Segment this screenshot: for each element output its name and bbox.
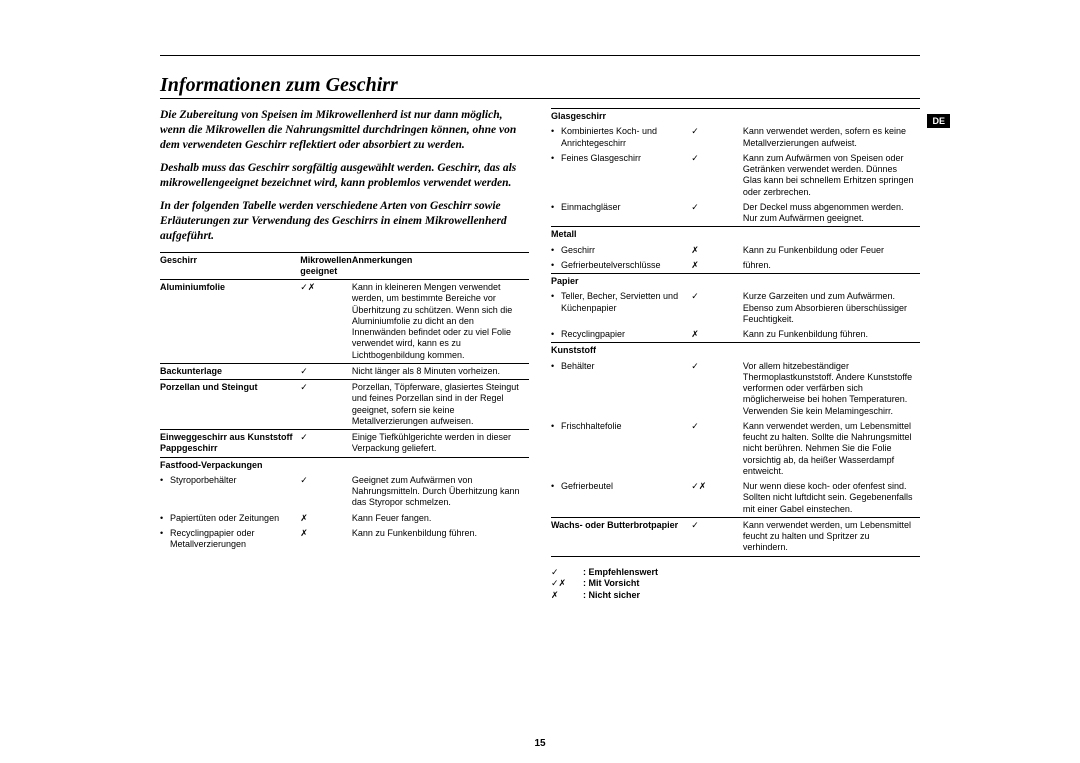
cookware-note: Kann verwendet werden, sofern es keine M…	[743, 124, 920, 151]
cookware-note	[743, 227, 920, 243]
cookware-name: Frischhaltefolie	[551, 419, 691, 479]
cookware-name: Papier	[551, 274, 691, 290]
cookware-symbol: ✓	[691, 151, 743, 200]
cookware-note	[743, 343, 920, 359]
legend-row: ✓✗ : Mit Vorsicht	[551, 578, 920, 589]
cookware-note: Kurze Garzeiten und zum Aufwärmen. Ebens…	[743, 289, 920, 327]
cookware-name: Backunterlage	[160, 363, 300, 379]
legend-label: : Empfehlenswert	[583, 567, 658, 578]
legend-symbol: ✓	[551, 567, 577, 578]
rule-top	[160, 55, 920, 56]
left-column: Die Zubereitung von Speisen im Mikrowell…	[160, 108, 529, 723]
cookware-symbol	[300, 457, 352, 473]
cookware-symbol: ✓	[691, 419, 743, 479]
cookware-name: Kombiniertes Koch- und Anrichtegeschirr	[551, 124, 691, 151]
intro-text: Die Zubereitung von Speisen im Mikrowell…	[160, 108, 529, 244]
cookware-symbol: ✓	[691, 200, 743, 227]
legend-label: : Mit Vorsicht	[583, 578, 639, 589]
cookware-note: Porzellan, Töpferware, glasiertes Steing…	[352, 380, 529, 430]
rule-under-title	[160, 98, 920, 99]
intro-p2: Deshalb muss das Geschirr sorgfältig aus…	[160, 161, 529, 191]
content-columns: Die Zubereitung von Speisen im Mikrowell…	[160, 108, 920, 723]
legend: ✓ : Empfehlenswert ✓✗ : Mit Vorsicht ✗ : Nich…	[551, 567, 920, 601]
cookware-name: Papiertüten oder Zeitungen	[160, 511, 300, 526]
cookware-name: Metall	[551, 227, 691, 243]
cookware-symbol: ✓	[300, 363, 352, 379]
cookware-name: Fastfood-Verpackungen	[160, 457, 300, 473]
cookware-symbol: ✓	[691, 359, 743, 419]
cookware-symbol: ✓	[691, 517, 743, 556]
cookware-note: Nicht länger als 8 Minuten vorheizen.	[352, 363, 529, 379]
intro-p1: Die Zubereitung von Speisen im Mikrowell…	[160, 108, 529, 153]
cookware-symbol: ✓✗	[300, 280, 352, 364]
cookware-name: Einweggeschirr aus Kunststoff Pappgeschi…	[160, 430, 300, 458]
cookware-note: Geeignet zum Aufwärmen von Nahrungsmitte…	[352, 473, 529, 511]
cookware-note	[352, 457, 529, 473]
cookware-name: Porzellan und Steingut	[160, 380, 300, 430]
cookware-name: Aluminiumfolie	[160, 280, 300, 364]
cookware-name: Glasgeschirr	[551, 109, 691, 125]
cookware-name: Kunststoff	[551, 343, 691, 359]
cookware-symbol: ✓✗	[691, 479, 743, 517]
cookware-name: Styroporbehälter	[160, 473, 300, 511]
cookware-note: Vor allem hitzebeständiger Thermoplastku…	[743, 359, 920, 419]
cookware-symbol: ✓	[300, 473, 352, 511]
cookware-name: Wachs- oder Butterbrotpapier	[551, 517, 691, 556]
cookware-name: Feines Glasgeschirr	[551, 151, 691, 200]
page-number: 15	[0, 738, 1080, 749]
cookware-note: Kann verwendet werden, um Lebensmittel f…	[743, 419, 920, 479]
cookware-note: Kann zu Funkenbildung oder Feuer	[743, 243, 920, 258]
cookware-name: Behälter	[551, 359, 691, 419]
page: Informationen zum Geschirr DE Die Zubere…	[0, 0, 1080, 763]
legend-row: ✗ : Nicht sicher	[551, 590, 920, 601]
cookware-note: Kann zu Funkenbildung führen.	[743, 327, 920, 343]
legend-symbol: ✗	[551, 590, 577, 601]
cookware-symbol	[691, 343, 743, 359]
cookware-note: Einige Tiefkühlgerichte werden in dieser…	[352, 430, 529, 458]
intro-p3: In der folgenden Tabelle werden verschie…	[160, 199, 529, 244]
cookware-note	[743, 274, 920, 290]
cookware-symbol: ✗	[691, 258, 743, 274]
cookware-symbol: ✗	[300, 526, 352, 553]
cookware-symbol	[691, 109, 743, 125]
cookware-table-right: GlasgeschirrKombiniertes Koch- und Anric…	[551, 108, 920, 557]
cookware-symbol	[691, 227, 743, 243]
cookware-note: Der Deckel muss abgenommen werden. Nur z…	[743, 200, 920, 227]
cookware-symbol	[691, 274, 743, 290]
cookware-name: Gefrierbeutelverschlüsse	[551, 258, 691, 274]
cookware-note: Kann verwendet werden, um Lebensmittel f…	[743, 517, 920, 556]
cookware-note	[743, 109, 920, 125]
cookware-symbol: ✓	[691, 124, 743, 151]
language-tab: DE	[927, 114, 950, 128]
legend-label: : Nicht sicher	[583, 590, 640, 601]
cookware-name: Geschirr	[551, 243, 691, 258]
cookware-symbol: ✓	[300, 430, 352, 458]
cookware-note: Kann in kleineren Mengen verwendet werde…	[352, 280, 529, 364]
cookware-name: Recyclingpapier oder Metallverzierungen	[160, 526, 300, 553]
legend-symbol: ✓✗	[551, 578, 577, 589]
cookware-name: Einmachgläser	[551, 200, 691, 227]
cookware-note: Nur wenn diese koch- oder ofenfest sind.…	[743, 479, 920, 517]
cookware-symbol: ✗	[691, 243, 743, 258]
cookware-symbol: ✓	[300, 380, 352, 430]
cookware-note: Kann zum Aufwärmen von Speisen oder Getr…	[743, 151, 920, 200]
cookware-symbol: ✓	[691, 289, 743, 327]
cookware-note: Kann Feuer fangen.	[352, 511, 529, 526]
cookware-symbol: ✗	[691, 327, 743, 343]
page-title: Informationen zum Geschirr	[160, 74, 398, 97]
cookware-name: Recyclingpapier	[551, 327, 691, 343]
cookware-table-left: GeschirrMikrowellen geeignetAnmerkungen A…	[160, 252, 529, 553]
legend-row: ✓ : Empfehlenswert	[551, 567, 920, 578]
right-column: GlasgeschirrKombiniertes Koch- und Anric…	[551, 108, 920, 723]
cookware-symbol: ✗	[300, 511, 352, 526]
cookware-note: führen.	[743, 258, 920, 274]
cookware-name: Gefrierbeutel	[551, 479, 691, 517]
col-geschirr: Geschirr	[160, 252, 300, 280]
col-geeignet: Mikrowellen geeignet	[300, 252, 352, 280]
col-anmerkungen: Anmerkungen	[352, 252, 529, 280]
cookware-note: Kann zu Funkenbildung führen.	[352, 526, 529, 553]
cookware-name: Teller, Becher, Servietten und Küchenpap…	[551, 289, 691, 327]
